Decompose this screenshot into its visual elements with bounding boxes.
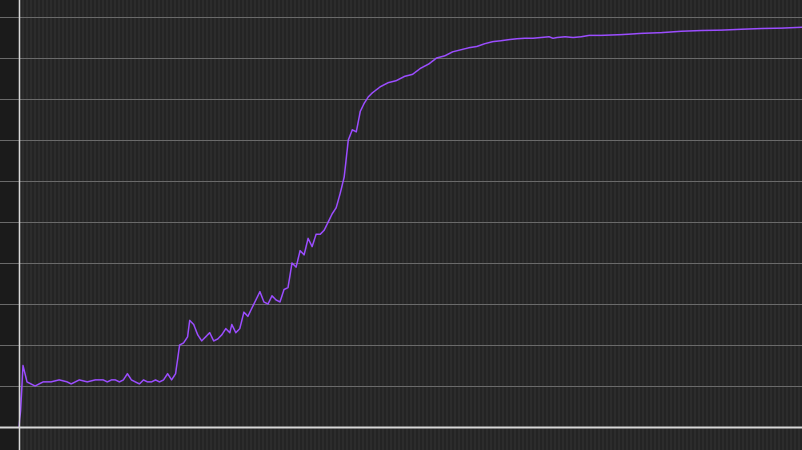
series-line [18,26,802,428]
minor-gridlines [22,0,800,450]
left-gutter [0,0,18,450]
series-layer [18,26,802,428]
major-gridlines [0,17,802,387]
